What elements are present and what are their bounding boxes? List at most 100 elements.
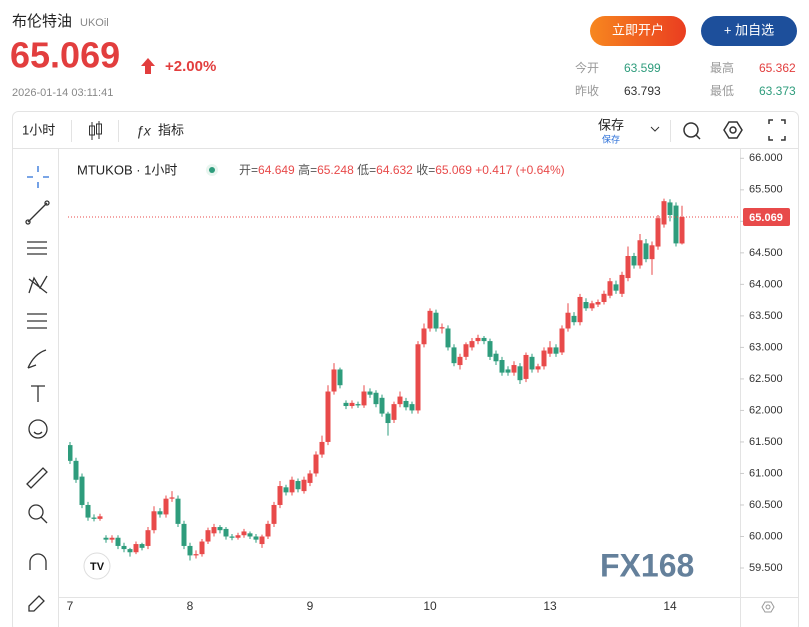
candle-body	[121, 545, 127, 550]
stat-value: 63.793	[624, 84, 661, 98]
candle-body	[607, 281, 613, 296]
candle-body	[385, 413, 391, 424]
save-dropdown[interactable]	[650, 126, 660, 132]
x-tick-label: 10	[423, 599, 437, 613]
candle-body	[235, 535, 241, 538]
candle-body	[253, 536, 259, 540]
y-tick-label: 66.000	[749, 152, 783, 164]
candle-body	[409, 404, 415, 411]
y-tick-label: 61.500	[749, 436, 783, 448]
candle-body	[211, 527, 217, 534]
candle-body	[451, 347, 457, 364]
candle-body	[619, 274, 625, 294]
candle-body	[523, 354, 529, 379]
candle-type-icon[interactable]	[89, 121, 102, 140]
candle-body	[625, 256, 631, 279]
stat-value: 63.599	[624, 61, 661, 75]
stat-label: 今开	[575, 60, 599, 75]
candle-body	[325, 391, 331, 442]
candle-body	[349, 402, 355, 407]
candle-body	[601, 293, 607, 303]
y-tick-label: 64.000	[749, 278, 783, 290]
y-tick-label: 61.000	[749, 467, 783, 479]
candle-body	[391, 404, 397, 420]
candle-body	[193, 554, 199, 556]
candle-body	[187, 545, 193, 556]
candle-body	[673, 205, 679, 244]
candle-body	[463, 344, 469, 357]
candle-body	[241, 531, 247, 536]
candle-body	[68, 445, 73, 461]
candle-body	[163, 498, 169, 515]
candle-body	[85, 504, 91, 518]
candle-body	[403, 400, 409, 408]
save-sub[interactable]: 保存	[602, 133, 620, 144]
y-tick-label: 64.500	[749, 247, 783, 259]
candle-body	[79, 476, 85, 505]
timestamp: 2026-01-14 03:11:41	[12, 87, 113, 99]
stat-value: 63.373	[759, 84, 796, 98]
candle-body	[433, 312, 439, 329]
candle-body	[313, 454, 319, 474]
open-account-button[interactable]	[590, 16, 686, 46]
interval-button[interactable]: 1小时	[22, 122, 55, 137]
candle-body	[637, 240, 643, 266]
candle-body	[643, 243, 649, 260]
settings-icon[interactable]	[761, 601, 775, 613]
candle-body	[553, 347, 559, 354]
indicator-button[interactable]: 指标	[158, 122, 184, 137]
candle-body	[205, 530, 211, 542]
candle-body	[337, 369, 343, 386]
candle-body	[301, 479, 307, 492]
candle-body	[319, 441, 325, 455]
stat-value: 65.362	[759, 61, 796, 75]
drawing-tools[interactable]	[25, 166, 50, 612]
legend-value: 65.248	[317, 163, 354, 177]
stat-label: 昨收	[575, 84, 599, 98]
candle-body	[217, 527, 223, 531]
candle-body	[277, 486, 283, 505]
y-tick-label: 60.000	[749, 530, 783, 542]
stat-label: 最高	[710, 60, 734, 75]
candle-body	[151, 511, 157, 531]
save-button[interactable]: 保存	[598, 117, 624, 132]
y-tick-label: 59.500	[749, 562, 783, 574]
candle-body	[457, 356, 463, 366]
candle-body	[379, 397, 385, 414]
candle-body	[115, 537, 121, 546]
x-tick-label: 8	[187, 599, 194, 613]
candle-body	[295, 481, 301, 490]
candle-body	[73, 460, 79, 480]
add-watch-label[interactable]: + 加自选	[724, 22, 774, 37]
candle-body	[415, 344, 421, 411]
status-dot	[209, 167, 215, 173]
candle-body	[265, 523, 271, 537]
candle-body	[91, 517, 97, 519]
candle-body	[613, 284, 619, 291]
y-tick-label: 63.000	[749, 341, 783, 353]
last-price-box	[743, 207, 790, 226]
plot	[68, 198, 685, 561]
toolbar-icons[interactable]	[683, 119, 786, 141]
x-tick-label: 13	[543, 599, 557, 613]
candle-body	[667, 202, 673, 216]
change: +2.00%	[165, 58, 216, 75]
indicator-icon[interactable]: ƒx	[136, 123, 152, 139]
candle-body	[343, 402, 349, 407]
legend-change: +0.417 (+0.64%)	[475, 163, 564, 177]
candle-body	[559, 328, 565, 353]
candle-body	[565, 312, 571, 329]
candle-body	[631, 256, 637, 266]
legend-value: 64.649	[258, 163, 295, 177]
candle-body	[331, 369, 337, 392]
x-tick-label: 14	[663, 599, 677, 613]
y-tick-label: 62.000	[749, 404, 783, 416]
candle-body	[469, 341, 475, 348]
add-watch-button[interactable]	[701, 16, 797, 46]
candle-body	[229, 536, 235, 538]
candle-body	[283, 487, 289, 493]
y-tick-label: 62.500	[749, 373, 783, 385]
open-account-label[interactable]: 立即开户	[612, 22, 664, 37]
